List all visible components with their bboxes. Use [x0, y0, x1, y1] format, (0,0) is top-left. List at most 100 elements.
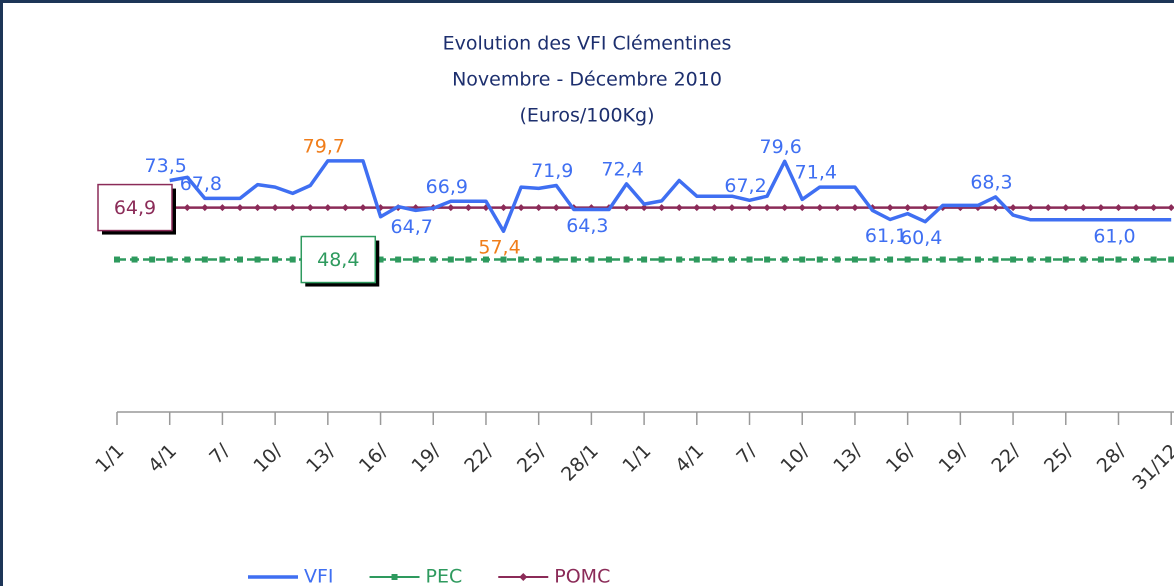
point-marker	[341, 204, 349, 212]
data-label: 79,6	[760, 136, 802, 158]
point-marker	[816, 204, 824, 212]
legend-item: POMC	[498, 566, 610, 586]
point-marker	[1168, 256, 1174, 263]
point-marker	[939, 256, 946, 263]
point-marker	[921, 204, 929, 212]
point-marker	[658, 204, 666, 212]
point-marker	[1115, 256, 1122, 263]
point-marker	[306, 204, 314, 212]
point-marker	[1010, 256, 1017, 263]
point-marker	[816, 256, 823, 263]
point-marker	[500, 256, 507, 263]
point-marker	[324, 204, 332, 212]
point-marker	[623, 204, 631, 212]
point-marker	[518, 256, 525, 263]
point-marker	[482, 256, 489, 263]
point-marker	[289, 204, 297, 212]
point-marker	[1044, 204, 1052, 212]
point-marker	[711, 256, 718, 263]
point-marker	[236, 256, 243, 263]
point-marker	[254, 256, 261, 263]
point-marker	[851, 204, 859, 212]
point-marker	[1097, 256, 1104, 263]
data-label: 67,2	[724, 175, 766, 197]
point-marker	[201, 204, 209, 212]
data-label: 64,7	[391, 216, 433, 238]
point-marker	[570, 256, 577, 263]
point-marker	[1114, 204, 1122, 212]
point-marker	[851, 256, 858, 263]
point-marker	[447, 204, 455, 212]
point-marker	[395, 256, 402, 263]
point-marker	[710, 204, 718, 212]
point-marker	[640, 204, 648, 212]
point-marker	[781, 256, 788, 263]
point-marker	[183, 204, 191, 212]
data-label: 68,3	[970, 171, 1012, 193]
point-marker	[641, 256, 648, 263]
data-label: 71,4	[795, 162, 837, 184]
point-marker	[746, 204, 754, 212]
data-label: 72,4	[601, 158, 643, 180]
data-label: 64,9	[114, 197, 156, 219]
data-label: 66,9	[426, 176, 468, 198]
point-marker	[254, 204, 262, 212]
chart-title: Evolution des VFI Clémentines	[443, 33, 732, 55]
point-marker	[517, 204, 525, 212]
legend-item: VFI	[248, 566, 334, 586]
legend-marker	[391, 574, 398, 580]
point-marker	[219, 256, 226, 263]
label-box	[300, 235, 377, 284]
legend-label: POMC	[554, 566, 610, 586]
point-marker	[658, 256, 665, 263]
point-marker	[763, 204, 771, 212]
series-line	[169, 159, 1172, 233]
point-marker	[552, 204, 560, 212]
point-marker	[1150, 256, 1157, 263]
point-marker	[184, 256, 191, 263]
point-marker	[131, 256, 138, 263]
point-marker	[553, 256, 560, 263]
point-marker	[588, 256, 595, 263]
data-label: 64,3	[566, 215, 608, 237]
point-marker	[974, 256, 981, 263]
point-marker	[781, 204, 789, 212]
point-marker	[1062, 204, 1070, 212]
point-marker	[623, 256, 630, 263]
point-marker	[675, 204, 683, 212]
chart-title: Novembre - Décembre 2010	[452, 69, 722, 91]
point-marker	[272, 256, 279, 263]
point-marker	[359, 204, 367, 212]
data-label: 61,1	[865, 225, 907, 247]
point-marker	[289, 256, 296, 263]
data-label: 57,4	[478, 237, 520, 259]
legend-label: VFI	[304, 566, 334, 586]
point-marker	[201, 256, 208, 263]
point-marker	[922, 256, 929, 263]
point-marker	[114, 256, 120, 263]
legend-marker	[519, 573, 528, 581]
point-marker	[834, 256, 841, 263]
point-marker	[676, 256, 683, 263]
legend-item: PEC	[369, 566, 462, 586]
point-marker	[430, 256, 437, 263]
point-marker	[1133, 256, 1140, 263]
point-marker	[149, 256, 156, 263]
point-marker	[798, 204, 806, 212]
point-marker	[746, 256, 753, 263]
point-marker	[1009, 204, 1017, 212]
point-marker	[464, 204, 472, 212]
point-marker	[693, 256, 700, 263]
data-label: 60,4	[900, 227, 942, 249]
point-marker	[447, 256, 454, 263]
point-marker	[535, 256, 542, 263]
point-marker	[728, 256, 735, 263]
point-marker	[1132, 204, 1140, 212]
point-marker	[992, 256, 999, 263]
point-marker	[535, 204, 543, 212]
point-marker	[764, 256, 771, 263]
point-marker	[1045, 256, 1052, 263]
point-marker	[236, 204, 244, 212]
